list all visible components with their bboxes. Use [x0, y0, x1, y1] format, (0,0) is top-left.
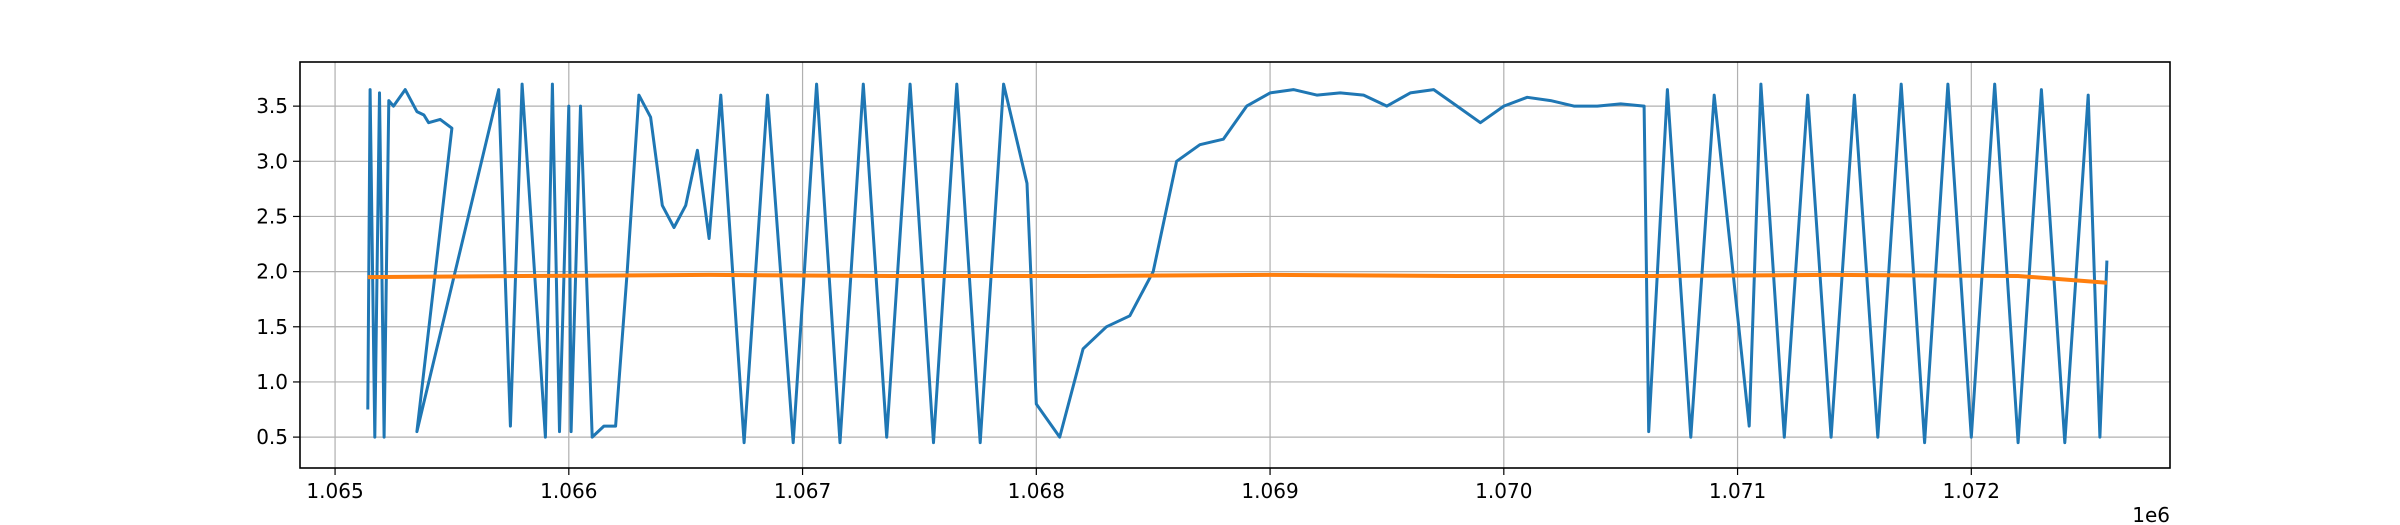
x-axis-offset-label: 1e6: [2132, 503, 2170, 525]
y-tick-label: 1.0: [256, 370, 288, 394]
y-tick-label: 0.5: [256, 425, 288, 449]
x-tick-label: 1.066: [540, 479, 597, 503]
y-tick-label: 1.5: [256, 315, 288, 339]
y-axis: 0.5 1.0 1.5 2.0 2.5 3.0 3.5: [256, 94, 300, 449]
x-tick-label: 1.072: [1943, 479, 2000, 503]
plot-frame: [299, 61, 2171, 469]
y-tick-label: 3.5: [256, 94, 288, 118]
x-axis: 1.065 1.066 1.067 1.068 1.069 1.070 1.071 1.072: [306, 468, 2000, 503]
y-tick-label: 2.5: [256, 204, 288, 228]
x-tick-label: 1.070: [1475, 479, 1532, 503]
y-tick-label: 2.0: [256, 260, 288, 284]
x-tick-label: 1.071: [1709, 479, 1766, 503]
series-layer: [366, 82, 2109, 445]
x-tick-label: 1.067: [774, 479, 831, 503]
x-tick-label: 1.065: [306, 479, 363, 503]
y-tick-label: 3.0: [256, 149, 288, 173]
x-tick-label: 1.068: [1008, 479, 1065, 503]
series-1-line: [366, 82, 2109, 445]
x-tick-label: 1.069: [1241, 479, 1298, 503]
series-2-line: [367, 272, 2108, 285]
